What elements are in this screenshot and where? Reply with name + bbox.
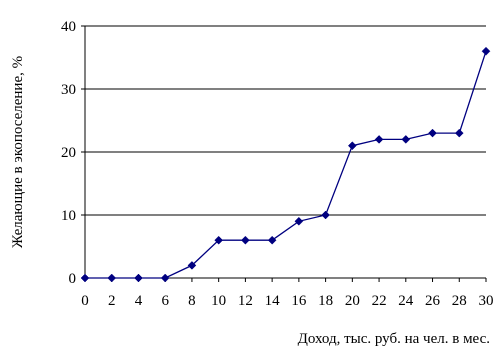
data-point-22 bbox=[374, 135, 384, 144]
y-tick-label-40: 40 bbox=[61, 19, 76, 35]
x-axis-title: Доход, тыс. руб. на чел. в мес. bbox=[298, 331, 490, 347]
data-point-16 bbox=[294, 216, 304, 226]
x-tick-label-30: 30 bbox=[479, 293, 494, 309]
markers bbox=[80, 46, 491, 283]
x-tick-label-18: 18 bbox=[318, 293, 333, 309]
data-point-0 bbox=[80, 273, 90, 283]
y-axis-title: Желающие в экопоселение, % bbox=[10, 56, 26, 248]
x-tick-label-14: 14 bbox=[265, 293, 281, 309]
x-tick-label-16: 16 bbox=[291, 293, 307, 309]
axes bbox=[81, 25, 487, 282]
x-tick-labels: 0 2 4 6 8 10 12 14 16 18 20 22 24 26 28 30 bbox=[81, 293, 493, 309]
x-tick-label-24: 24 bbox=[398, 293, 414, 309]
data-point-2 bbox=[107, 273, 117, 283]
y-tick-labels: 0 10 20 30 40 bbox=[61, 19, 76, 287]
x-tick-label-0: 0 bbox=[81, 293, 89, 309]
data-point-24 bbox=[401, 135, 411, 144]
data-point-12 bbox=[241, 235, 250, 245]
data-point-6 bbox=[160, 273, 170, 283]
data-point-18 bbox=[321, 210, 330, 220]
y-tick-label-10: 10 bbox=[61, 208, 76, 224]
data-point-14 bbox=[267, 235, 277, 245]
x-tick-label-10: 10 bbox=[211, 293, 226, 309]
x-tick-label-2: 2 bbox=[108, 293, 116, 309]
x-tick-label-4: 4 bbox=[135, 293, 143, 309]
gridlines bbox=[85, 25, 486, 216]
x-tick-label-12: 12 bbox=[238, 293, 253, 309]
x-tick-label-6: 6 bbox=[161, 293, 169, 309]
y-tick-label-20: 20 bbox=[61, 145, 76, 161]
data-point-20 bbox=[347, 141, 357, 151]
x-tick-label-28: 28 bbox=[452, 293, 467, 309]
y-tick-label-30: 30 bbox=[61, 82, 76, 98]
x-tick-label-26: 26 bbox=[425, 293, 441, 309]
data-point-8 bbox=[187, 261, 197, 270]
x-tick-label-8: 8 bbox=[188, 293, 196, 309]
data-point-28 bbox=[454, 128, 464, 138]
data-point-4 bbox=[134, 273, 143, 283]
data-point-30 bbox=[481, 46, 491, 56]
data-point-10 bbox=[214, 235, 224, 245]
y-tick-label-0: 0 bbox=[69, 271, 77, 287]
series-line-0 bbox=[85, 50, 487, 279]
data-point-26 bbox=[428, 128, 437, 138]
series bbox=[85, 50, 487, 279]
x-tick-label-22: 22 bbox=[372, 293, 387, 309]
x-tick-label-20: 20 bbox=[345, 293, 360, 309]
